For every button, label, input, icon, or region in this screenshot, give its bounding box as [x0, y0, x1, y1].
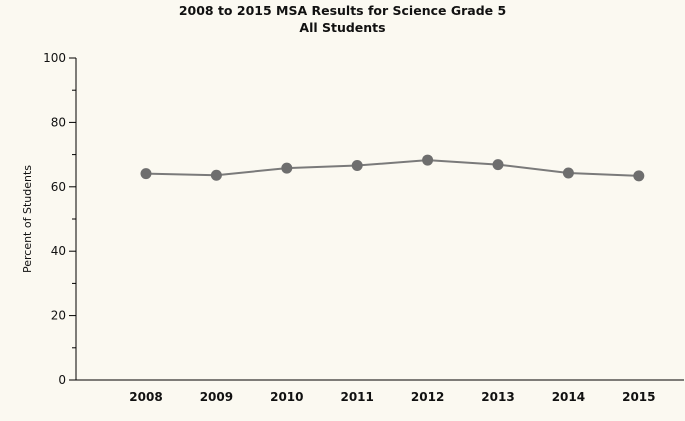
chart-title: 2008 to 2015 MSA Results for Science Gra… — [178, 3, 507, 18]
y-tick-label: 40 — [51, 244, 66, 258]
y-axis: 0 20 40 60 80 100 — [43, 51, 77, 387]
chart-title-block: 2008 to 2015 MSA Results for Science Gra… — [0, 2, 685, 36]
data-point — [562, 167, 574, 179]
data-point — [351, 160, 363, 172]
x-tick-label: 2013 — [481, 390, 514, 404]
x-tick-label: 2014 — [552, 390, 585, 404]
series-line — [145, 159, 639, 177]
y-tick-label: 60 — [51, 180, 66, 194]
data-point — [281, 162, 293, 174]
x-tick-label: 2015 — [622, 390, 655, 404]
x-tick-label: 2009 — [200, 390, 233, 404]
data-point — [422, 154, 434, 166]
data-point — [492, 159, 504, 171]
y-tick-label: 80 — [51, 115, 66, 129]
data-point — [210, 169, 222, 181]
x-axis: 2008 2009 2010 2011 2012 2013 2014 2015 — [76, 379, 684, 404]
x-tick-label: 2012 — [411, 390, 444, 404]
y-tick-label: 20 — [51, 309, 66, 323]
y-tick-label: 0 — [58, 373, 66, 387]
chart-subtitle: All Students — [299, 20, 386, 35]
data-point — [633, 170, 645, 182]
y-tick-label: 100 — [43, 51, 66, 65]
x-tick-label: 2008 — [129, 390, 162, 404]
y-axis-title: Percent of Students — [21, 165, 34, 273]
x-tick-label: 2011 — [340, 390, 373, 404]
data-point — [140, 168, 152, 180]
x-tick-label: 2010 — [270, 390, 303, 404]
data-series — [140, 154, 645, 182]
